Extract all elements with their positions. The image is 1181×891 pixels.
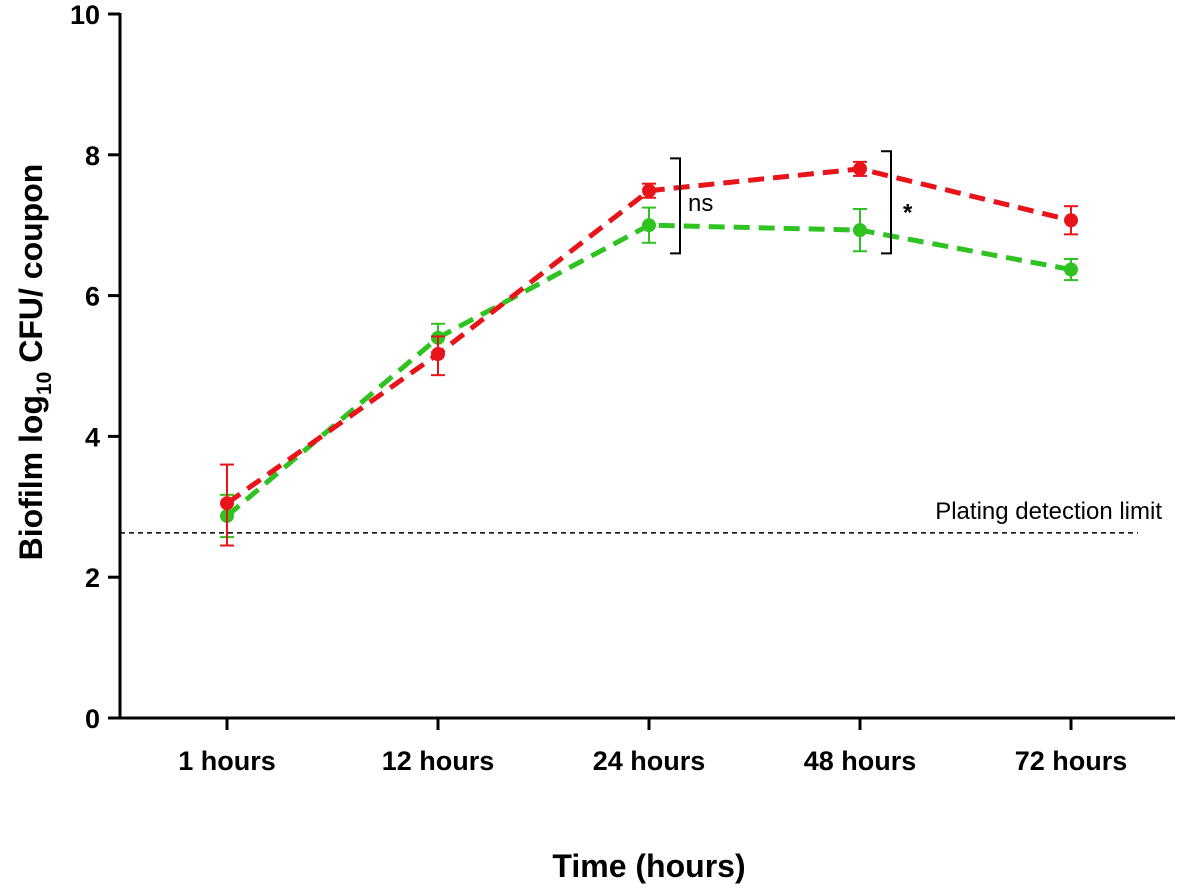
y-axis-title-subscript: 10 <box>33 372 56 395</box>
significance-label: ns <box>688 190 713 217</box>
x-tick-label: 48 hours <box>804 746 917 776</box>
y-tick-label: 6 <box>85 282 100 312</box>
x-tick-label: 12 hours <box>382 746 495 776</box>
data-point <box>642 218 656 233</box>
x-tick-label: 72 hours <box>1015 746 1128 776</box>
x-axis-title: Time (hours) <box>552 848 745 884</box>
y-tick-label: 2 <box>85 563 100 593</box>
data-point <box>853 223 867 238</box>
y-tick-label: 4 <box>85 422 100 452</box>
series-group <box>220 160 1078 547</box>
x-tick-label: 24 hours <box>593 746 706 776</box>
data-point <box>853 161 867 176</box>
data-point <box>642 183 656 198</box>
series-group <box>220 206 1078 539</box>
significance-label: * <box>903 199 913 226</box>
y-axis-title-main: Biofilm log <box>13 395 49 560</box>
x-axis: 1 hours 12 hours 24 hours 48 hours 72 hours <box>118 716 1175 776</box>
y-tick-label: 0 <box>85 704 100 734</box>
significance-bracket <box>881 150 892 255</box>
detection-limit-group: Plating detection limit <box>120 498 1162 534</box>
x-tick-label: 1 hours <box>178 746 276 776</box>
data-point <box>1064 213 1078 228</box>
y-tick-label: 8 <box>85 141 100 171</box>
y-tick-label: 10 <box>70 0 100 30</box>
detection-limit-label: Plating detection limit <box>935 498 1162 525</box>
data-point <box>431 347 445 362</box>
significance-bracket <box>670 157 681 255</box>
y-axis-title-rest: CFU/ coupon <box>13 164 49 372</box>
data-point <box>1064 262 1078 277</box>
y-axis: 0 2 4 6 8 10 <box>70 0 122 734</box>
significance-layer: ns * <box>670 150 913 255</box>
y-axis-title: Biofilm log10 CFU/ coupon <box>13 164 56 561</box>
data-point <box>220 496 234 511</box>
series-layer <box>220 160 1078 547</box>
series-line <box>225 222 1072 518</box>
